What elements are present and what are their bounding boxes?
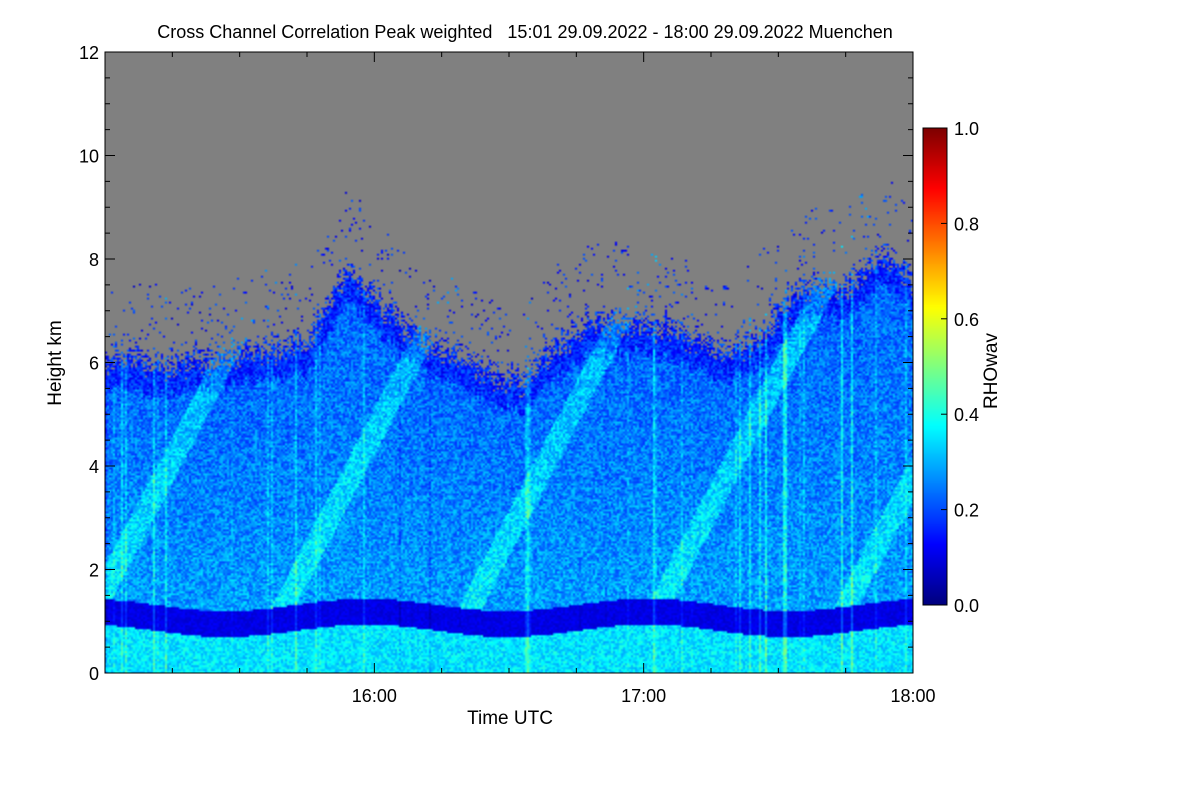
colorbar-ticks: 0.0 0.2 0.4 0.6 0.8 1.0 <box>941 119 979 616</box>
x-tick-label: 16:00 <box>352 686 397 706</box>
y-tick-label: 0 <box>89 664 99 684</box>
colorbar-tick-label: 0.2 <box>954 501 979 521</box>
colorbar: 0.0 0.2 0.4 0.6 0.8 1.0 <box>922 119 979 616</box>
y-tick-label: 8 <box>89 250 99 270</box>
y-tick-label: 4 <box>89 457 99 477</box>
colorbar-tick-label: 0.8 <box>954 214 979 234</box>
y-tick-label: 10 <box>79 147 99 167</box>
colorbar-tick-label: 1.0 <box>954 119 979 139</box>
x-axis: 16:00 17:00 18:00 <box>104 52 936 706</box>
y-tick-label: 6 <box>89 354 99 374</box>
chart-title: Cross Channel Correlation Peak weighted … <box>157 22 893 42</box>
colorbar-frame <box>922 127 948 606</box>
colorbar-gradient <box>923 128 947 605</box>
x-tick-label: 17:00 <box>621 686 666 706</box>
y-axis-label: Height km <box>45 320 66 406</box>
y-tick-label: 12 <box>79 43 99 63</box>
y-axis: 0 2 4 6 8 10 12 <box>79 43 913 684</box>
colorbar-tick-label: 0.0 <box>954 596 979 616</box>
colorbar-tick-label: 0.4 <box>954 405 979 425</box>
y-tick-label: 2 <box>89 561 99 581</box>
colorbar-label: RHOwav <box>981 332 1002 410</box>
x-axis-label: Time UTC <box>467 708 553 729</box>
x-tick-label: 18:00 <box>890 686 935 706</box>
colorbar-tick-label: 0.6 <box>954 310 979 330</box>
heatmap-area <box>104 51 914 674</box>
heatmap-image <box>105 52 913 673</box>
